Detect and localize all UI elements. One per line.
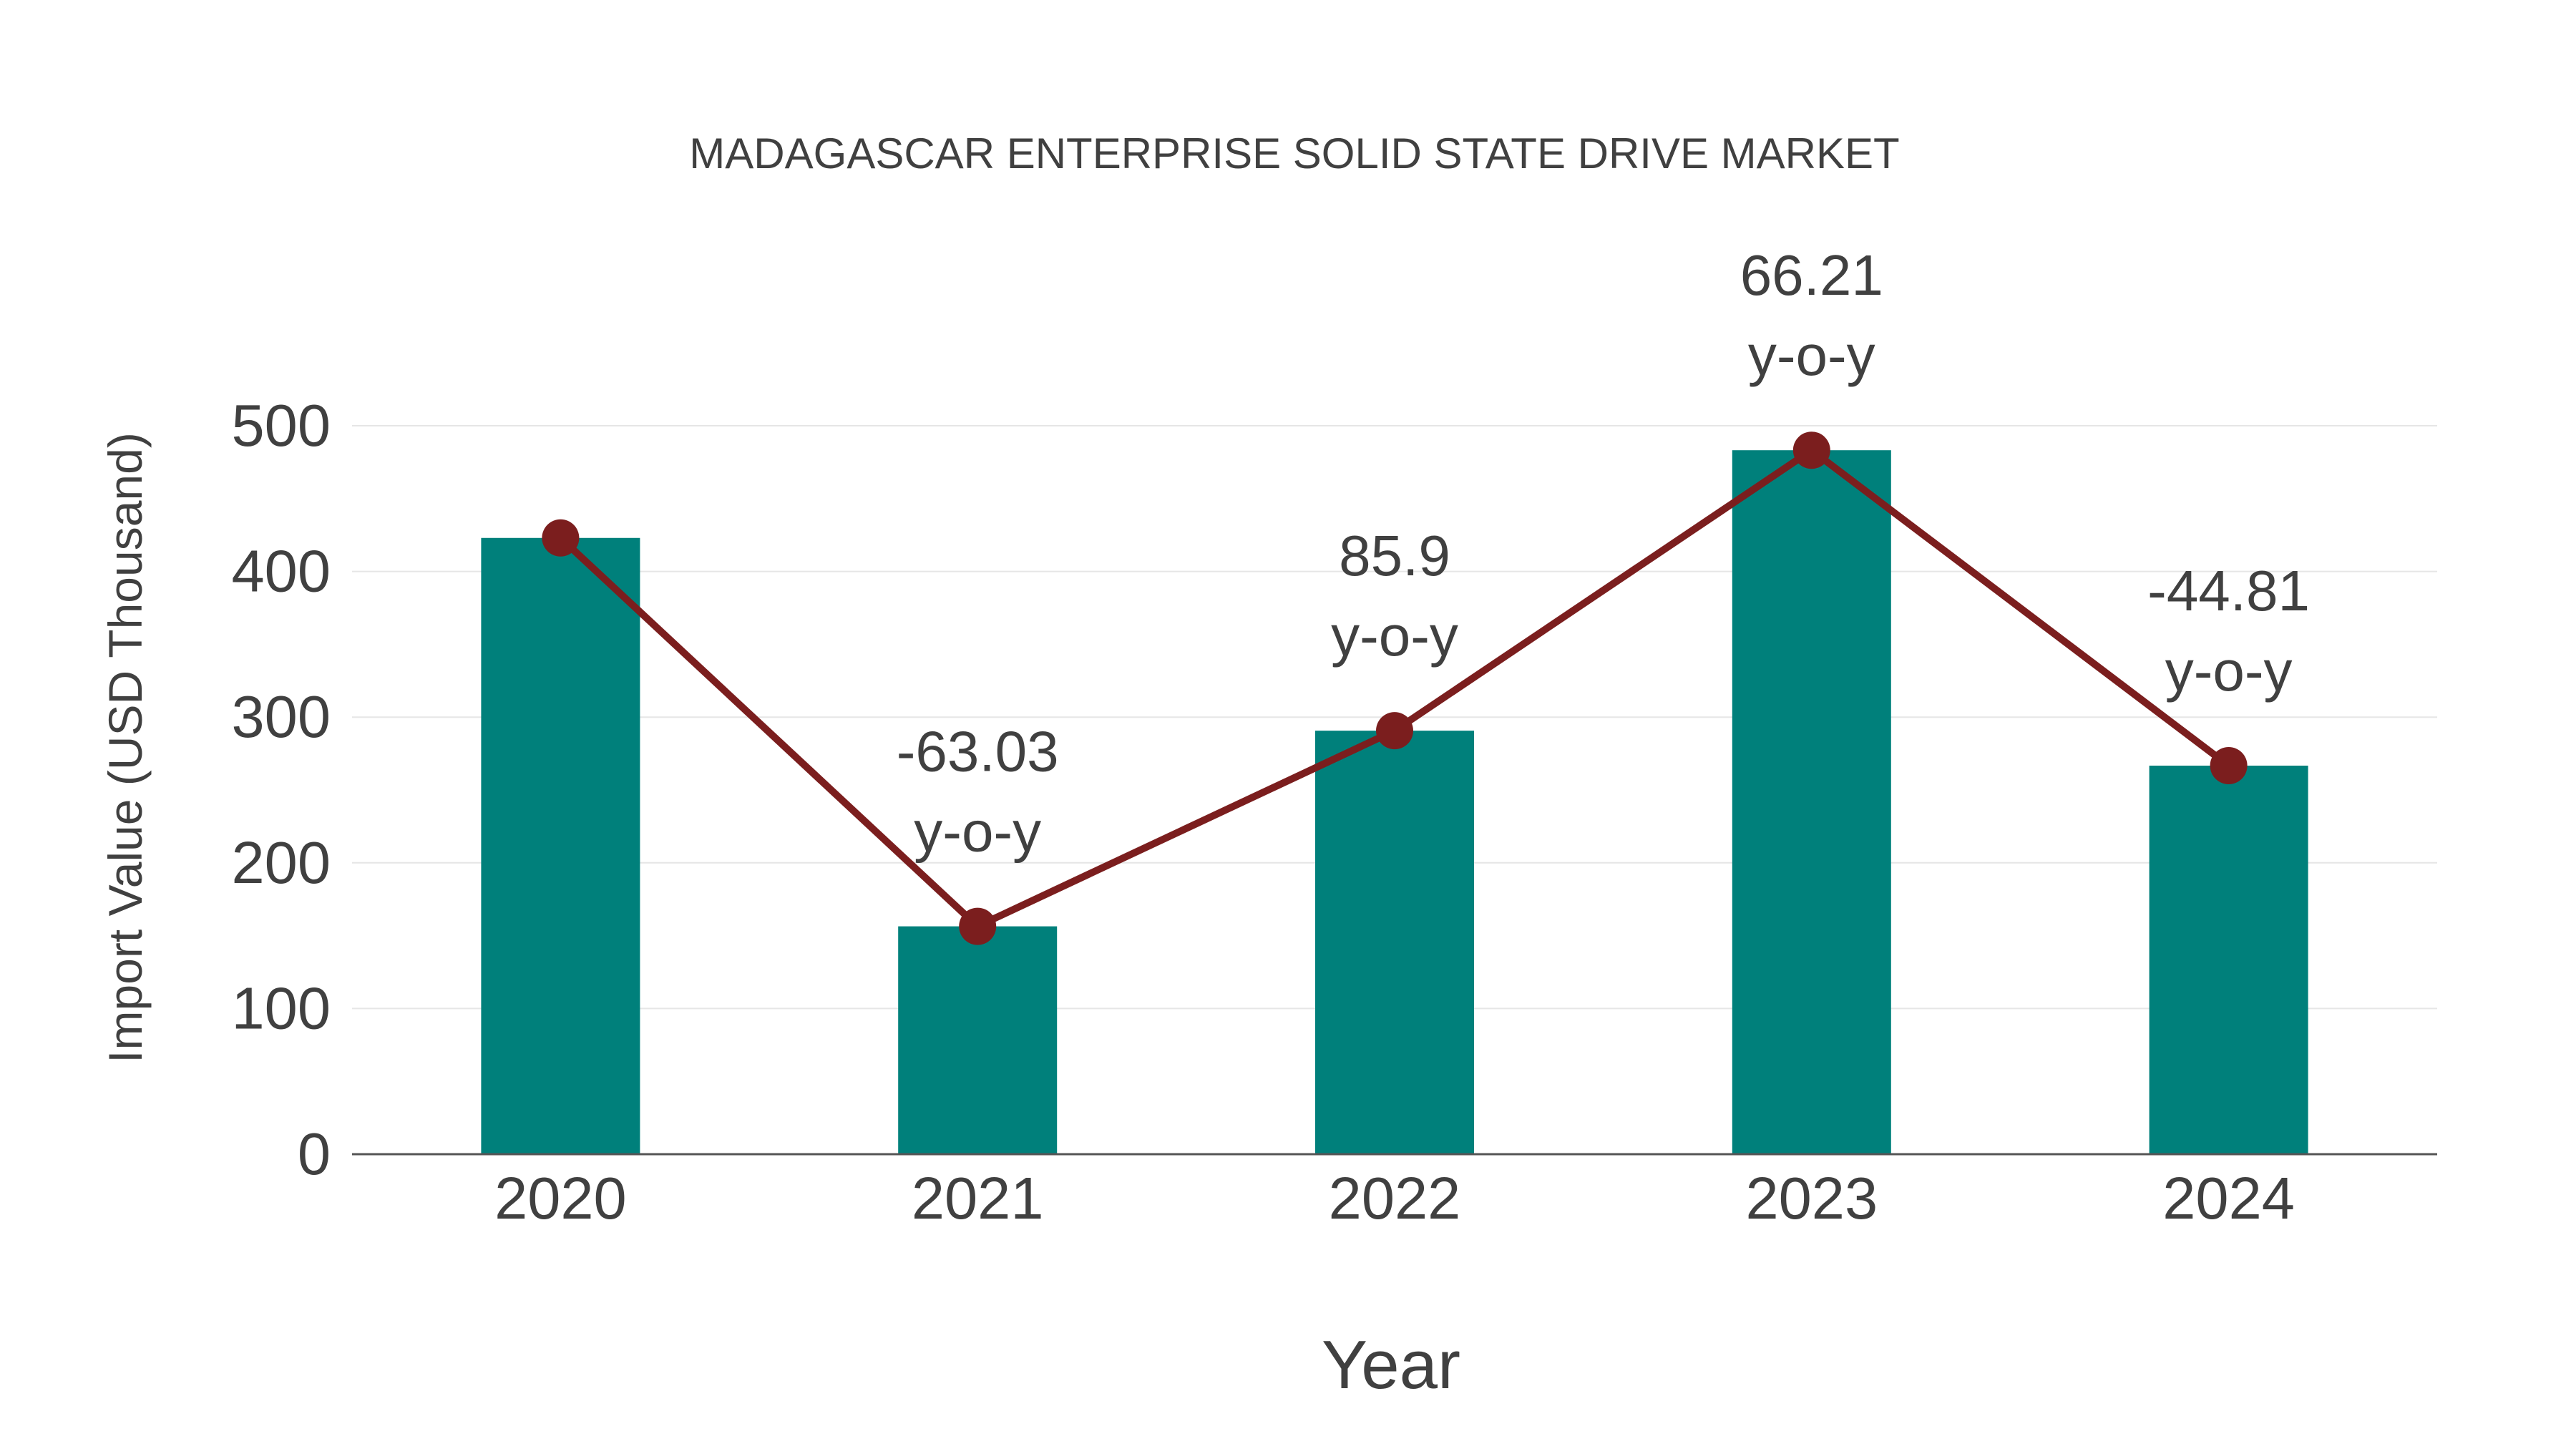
- line-series: [542, 431, 2248, 945]
- y-axis-label: Import Value (USD Thousand): [99, 432, 152, 1063]
- bars: [481, 450, 2308, 1154]
- y-tick-label: 400: [232, 538, 331, 605]
- y-tick-label: 500: [232, 392, 331, 459]
- x-tick-label: 2020: [494, 1165, 627, 1231]
- x-tick-labels: 2020 2021 2022 2023 2024: [494, 1165, 2295, 1231]
- yoy-suffix-label: y-o-y: [1748, 323, 1875, 387]
- yoy-value-label: 66.21: [1740, 243, 1883, 307]
- x-axis-label: Year: [1322, 1327, 1460, 1403]
- y-tick-label: 100: [232, 975, 331, 1041]
- yoy-annotations: -63.03 y-o-y 85.9 y-o-y 66.21 y-o-y -44.81 y-o-…: [897, 243, 2310, 863]
- yoy-value-label: -63.03: [897, 720, 1059, 784]
- y-tick-label: 0: [298, 1121, 331, 1187]
- y-tick-labels: 0 100 200 300 400 500: [232, 392, 331, 1187]
- bar-2021: [898, 926, 1058, 1154]
- x-tick-label: 2023: [1745, 1165, 1878, 1231]
- yoy-suffix-label: y-o-y: [914, 800, 1041, 864]
- x-tick-label: 2021: [912, 1165, 1044, 1231]
- line-point-2022: [1376, 712, 1413, 750]
- yoy-value-label: 85.9: [1339, 524, 1450, 587]
- y-tick-label: 200: [232, 829, 331, 896]
- line-point-2023: [1792, 431, 1830, 469]
- yoy-suffix-label: y-o-y: [2165, 639, 2293, 703]
- bar-2023: [1732, 450, 1891, 1154]
- chart-title: MADAGASCAR ENTERPRISE SOLID STATE DRIVE …: [689, 130, 1899, 177]
- bar-2024: [2149, 765, 2308, 1154]
- line-point-2020: [542, 519, 580, 557]
- x-tick-label: 2024: [2162, 1165, 2295, 1231]
- y-tick-label: 300: [232, 683, 331, 750]
- yoy-suffix-label: y-o-y: [1331, 604, 1458, 668]
- bar-2020: [481, 537, 640, 1154]
- bar-2022: [1315, 731, 1474, 1154]
- yoy-value-label: -44.81: [2147, 559, 2310, 623]
- x-tick-label: 2022: [1329, 1165, 1461, 1231]
- line-point-2024: [2210, 746, 2248, 784]
- line-point-2021: [959, 907, 997, 945]
